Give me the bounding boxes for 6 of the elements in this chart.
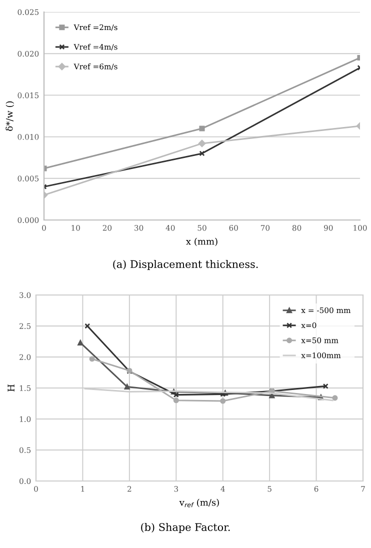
text: (b) Shape Factor. xyxy=(141,522,230,534)
y-axis-title: H xyxy=(8,384,14,392)
y-axis-title: δ*/w () xyxy=(6,101,14,131)
x-axis-title: v$_{ref}$ (m/s) xyxy=(179,498,219,508)
x-axis-title: x (mm) xyxy=(186,238,218,246)
text: (a) Displacement thickness. xyxy=(113,260,258,270)
